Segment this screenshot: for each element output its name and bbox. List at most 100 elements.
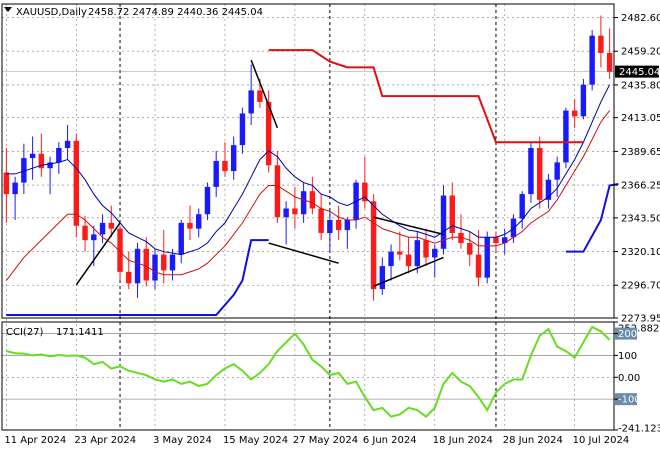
candle-body [64, 140, 71, 149]
cci-tick-label: 0.00 [618, 373, 640, 384]
candle-body [283, 208, 289, 218]
ohlc-values: 2458.72 2474.89 2440.36 2445.04 [88, 7, 263, 18]
cci-level-tag [615, 393, 637, 406]
trendline [75, 222, 121, 286]
candle-body [12, 182, 18, 195]
candle-body [108, 222, 114, 229]
price-tick-label: 2435.80 [621, 80, 660, 91]
candle-body [414, 240, 420, 267]
candle-body [300, 191, 307, 215]
candle-body [589, 35, 595, 85]
trailing-stop-up [6, 239, 269, 317]
time-tick-label: 23 Apr 2024 [74, 435, 136, 446]
candle-body [274, 165, 281, 218]
candle-body [99, 222, 106, 235]
candle-body [178, 222, 184, 255]
candle-body [3, 172, 10, 195]
chart-frame [1, 3, 615, 431]
dropdown-triangle-icon [4, 7, 12, 12]
candle-body [248, 90, 254, 114]
price-tick-label: 2413.05 [621, 113, 660, 124]
candle-body [493, 237, 499, 244]
candle-body [327, 220, 333, 233]
candle-body [265, 101, 272, 166]
candle-body [580, 84, 587, 117]
candle-body [134, 248, 141, 284]
candle-body [510, 218, 517, 238]
candle-body [126, 271, 132, 284]
cci-tick-label: -100 [618, 395, 641, 406]
cci-tick-label: 200 [618, 329, 637, 340]
trendline [373, 216, 444, 236]
indicator-lines [5, 49, 619, 317]
cci-tick-label: 252.8828 [618, 324, 660, 335]
candle-body [161, 254, 167, 271]
candle-body [335, 220, 342, 231]
candle-body [475, 254, 482, 278]
cci-header: CCI(27) 171.1411 [6, 327, 104, 338]
candle-body [432, 248, 438, 258]
candle-body [528, 148, 534, 195]
trailing-stop-down [268, 49, 584, 144]
candle-body [204, 186, 211, 215]
candle-body [370, 201, 377, 290]
candle-body [598, 35, 604, 53]
price-tick-label: 2459.20 [621, 47, 660, 58]
trendline [268, 242, 339, 264]
candle-body [292, 208, 298, 215]
time-tick-label: 18 Jun 2024 [433, 435, 493, 446]
cci-line [6, 325, 611, 418]
cci-level-tag [615, 327, 637, 340]
trendline [250, 59, 279, 129]
price-panel-frame [1, 3, 615, 319]
candle-body [388, 251, 394, 267]
candle-body [606, 52, 613, 72]
price-tick-label: 2389.65 [621, 147, 660, 158]
candle-body [458, 232, 464, 244]
candle-body [152, 254, 158, 281]
candle-body [571, 110, 578, 117]
candle-body [82, 225, 88, 241]
price-tick-label: 2366.25 [621, 181, 660, 192]
candle-body [423, 240, 429, 258]
time-tick-label: 10 Jul 2024 [573, 435, 630, 446]
candle-body [222, 160, 228, 172]
candle-body [196, 214, 202, 229]
candle-body [91, 234, 97, 241]
price-tick-label: 2343.50 [621, 213, 660, 224]
candle-body [318, 208, 324, 233]
candle-body [73, 140, 80, 226]
candle-body [309, 191, 316, 209]
candle-body [502, 237, 508, 244]
candle-body [484, 237, 490, 278]
candle-body [449, 195, 455, 233]
candle-body [239, 113, 246, 146]
candle-body [536, 148, 543, 200]
trendline [373, 256, 444, 287]
candles [3, 15, 613, 301]
trailing-stop-up [565, 183, 619, 253]
cci-panel [2, 325, 614, 418]
candle-body [545, 179, 552, 200]
price-tick-label: 2296.70 [621, 281, 660, 292]
candle-body [213, 160, 219, 187]
candle-body [379, 266, 386, 290]
candle-body [187, 222, 193, 229]
cci-tick-label: -241.123 [618, 424, 660, 435]
time-tick-label: 28 Jun 2024 [503, 435, 563, 446]
candle-body [563, 110, 569, 163]
candle-body [519, 194, 525, 219]
time-tick-label: 6 Jun 2024 [363, 435, 417, 446]
time-tick-label: 11 Apr 2024 [4, 435, 66, 446]
chart-header: XAUUSD,Daily 2458.72 2474.89 2440.36 244… [4, 7, 263, 18]
candle-body [38, 153, 45, 169]
last-price-label: 2445.04 [619, 67, 660, 78]
fast-ma-line [6, 84, 611, 256]
price-tick-label: 2482.60 [621, 13, 660, 24]
candle-body [405, 254, 412, 267]
candle-body [257, 90, 263, 102]
candle-body [117, 228, 123, 272]
price-tick-label: 2320.10 [621, 247, 660, 258]
candle-body [554, 162, 560, 180]
